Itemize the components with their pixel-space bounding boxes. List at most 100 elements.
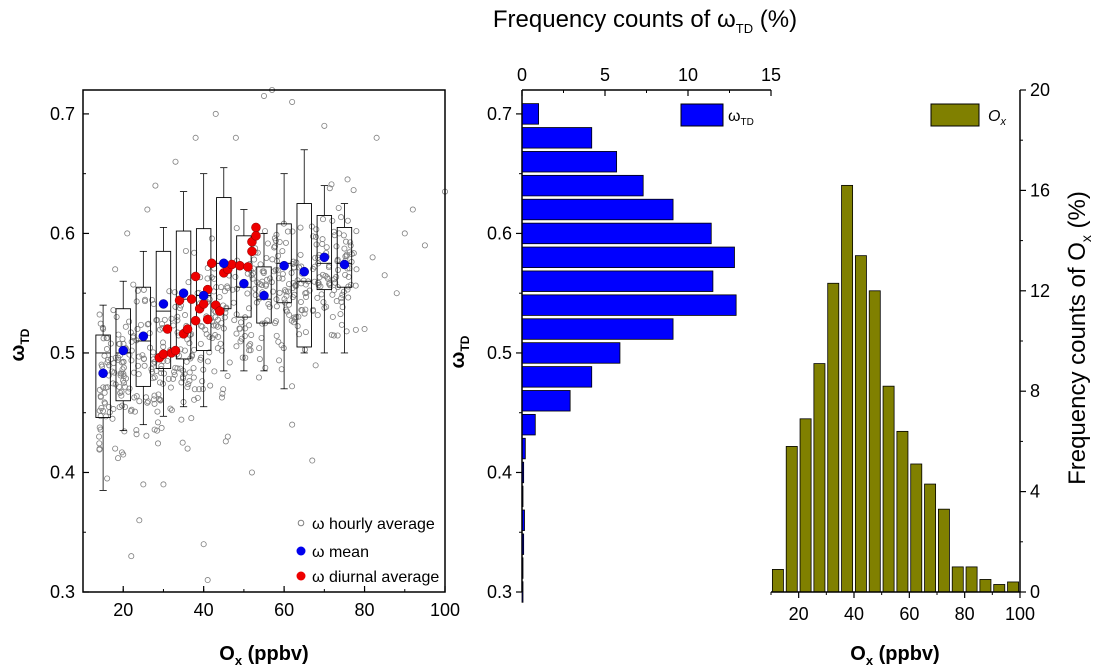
hourly-average-point: [131, 408, 138, 415]
hourly-average-point: [256, 345, 263, 352]
diurnal-average-point: [170, 345, 181, 356]
hourly-average-point: [352, 282, 359, 289]
ox-x-tick-label: 20: [789, 604, 809, 624]
hourly-average-point: [182, 248, 189, 255]
omega-frequency-bar: [521, 151, 618, 173]
hourly-average-point: [283, 292, 290, 299]
hourly-average-point: [409, 206, 416, 213]
box-iqr: [135, 286, 152, 387]
mean-point: [118, 345, 128, 356]
hourly-average-point: [238, 335, 245, 342]
ox-frequency-bar: [924, 483, 937, 593]
box-iqr: [236, 235, 252, 318]
hourly-average-point: [126, 318, 133, 325]
diurnal-average-point: [174, 295, 185, 306]
box-iqr: [336, 227, 353, 288]
ox-frequency-bar: [841, 184, 854, 593]
hourly-average-point: [184, 336, 191, 343]
legend-hourly-marker: [297, 519, 305, 527]
hourly-average-point: [233, 330, 240, 337]
hourly-average-point: [231, 317, 238, 324]
hourly-average-point: [184, 384, 191, 391]
hourly-average-point: [290, 258, 297, 265]
hourly-average-point: [274, 267, 281, 274]
hourly-average-point: [244, 290, 251, 297]
ox-y-tick-label: 16: [1030, 180, 1050, 200]
hourly-average-point: [345, 283, 352, 290]
hourly-average-point: [237, 319, 244, 326]
hourly-average-point: [272, 237, 279, 244]
hourly-average-point: [128, 338, 135, 345]
omega-bar-layer: [521, 103, 737, 603]
hourly-average-point: [296, 331, 303, 338]
hourly-average-point: [143, 432, 150, 439]
hourly-average-point: [199, 378, 206, 385]
omega-legend-swatch: [680, 103, 724, 127]
hourly-average-point: [191, 386, 198, 393]
hourly-average-point: [252, 292, 259, 299]
hourly-average-point: [133, 427, 140, 434]
hourly-average-point: [194, 394, 201, 401]
scatter-panel: 20 40 60 80 100 0.3 0.4 0.5 0.6 0.7 ω hourly ave…: [7, 87, 460, 668]
omega-frequency-bar: [521, 103, 540, 125]
hourly-average-point: [116, 383, 123, 390]
hourly-average-point: [352, 326, 359, 333]
omega-frequency-bar: [521, 222, 712, 245]
hourly-average-point: [154, 419, 161, 426]
hourly-average-point: [124, 230, 131, 237]
hourly-average-point: [118, 359, 125, 366]
hourly-average-point: [134, 287, 141, 294]
hourly-average-point: [155, 440, 162, 447]
hourly-average-point: [246, 347, 253, 354]
hourly-average-point: [310, 233, 317, 240]
x-tick-label: 40: [194, 600, 214, 620]
hourly-average-point: [262, 364, 269, 371]
hourly-average-point: [306, 287, 313, 294]
hourly-average-point: [146, 330, 153, 337]
hourly-average-point: [340, 288, 347, 295]
ox-frequency-bar: [868, 290, 881, 593]
hourly-average-point: [292, 282, 299, 289]
ox-y-tick-label: 0: [1030, 582, 1040, 602]
hourly-average-point: [289, 383, 296, 390]
hourly-average-point: [297, 224, 304, 231]
hourly-average-point: [314, 312, 321, 319]
legend-diurnal-label: ω diurnal average: [312, 569, 439, 586]
legend-mean-label: ω mean: [312, 544, 369, 561]
hourly-average-point: [126, 351, 133, 358]
ox-frequency-bar: [1007, 581, 1020, 593]
mean-point: [299, 266, 309, 277]
hourly-average-point: [170, 375, 177, 382]
hourly-average-point: [281, 287, 288, 294]
mean-point: [178, 288, 189, 298]
hourly-average-point: [185, 279, 192, 286]
hourly-average-point: [212, 110, 219, 117]
hourly-average-point: [347, 239, 354, 246]
hourly-average-point: [164, 357, 171, 364]
hourly-average-point: [246, 342, 253, 349]
hourly-average-point: [269, 288, 276, 295]
hourly-average-point: [100, 384, 107, 391]
hourly-average-point: [171, 289, 178, 296]
hourly-average-point: [267, 275, 274, 282]
hourly-average-point: [127, 408, 134, 415]
hourly-average-point: [171, 368, 178, 375]
hourly-average-point: [150, 349, 157, 356]
hourly-average-point: [187, 355, 194, 362]
box-iqr: [316, 215, 333, 291]
hourly-average-point: [346, 249, 353, 256]
diurnal-average-point: [215, 306, 225, 316]
hourly-average-point: [260, 92, 267, 99]
hourly-average-point: [293, 314, 300, 321]
hourly-average-point: [337, 311, 344, 318]
hourly-average-point: [199, 323, 206, 330]
diurnal-average-point: [190, 271, 201, 282]
hourly-average-point: [339, 291, 346, 298]
hourly-average-point: [312, 362, 319, 369]
hourly-average-point: [242, 325, 249, 332]
x-tick-label: 60: [274, 600, 294, 620]
hourly-average-point: [303, 293, 310, 300]
mean-point: [138, 331, 149, 341]
ox-frequency-bar: [785, 446, 798, 593]
